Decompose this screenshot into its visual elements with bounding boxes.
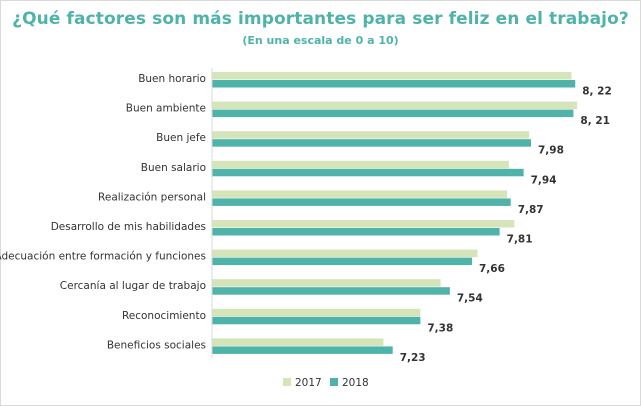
legend-label-2017: 2017: [295, 377, 322, 389]
data-label: 7,87: [518, 204, 544, 216]
category-label: Desarrollo de mis habilidades: [51, 221, 206, 233]
category-label: Buen jefe: [156, 132, 206, 144]
legend-swatch-2017: [283, 378, 291, 386]
bar-2017-7: [212, 279, 441, 287]
bar-2017-0: [212, 72, 572, 80]
bar-2018-3: [212, 168, 524, 177]
category-label: Buen horario: [138, 73, 206, 85]
bar-2017-9: [212, 338, 384, 346]
data-label: 7,23: [400, 352, 426, 364]
legend-label-2018: 2018: [342, 377, 369, 389]
data-label: 7,94: [531, 174, 557, 186]
bar-2018-5: [212, 228, 500, 236]
data-label: 7,38: [427, 322, 453, 334]
chart-subtitle: (En una escala de 0 a 10): [242, 34, 399, 47]
bar-2018-8: [212, 316, 421, 325]
chart-title: ¿Qué factores son más importantes para s…: [12, 9, 629, 29]
data-label: 7,66: [479, 263, 505, 275]
data-label: 7,98: [538, 145, 564, 157]
data-label: 7,81: [507, 234, 533, 246]
legend-swatch-2018: [330, 378, 338, 386]
bar-2018-2: [212, 139, 531, 147]
category-label: Buen salario: [141, 162, 206, 174]
category-label: Reconocimiento: [122, 310, 206, 322]
bar-2018-1: [212, 109, 574, 118]
bar-2017-8: [212, 308, 421, 317]
bar-2018-4: [212, 198, 511, 206]
category-label: Realización personal: [98, 191, 206, 203]
data-label: 8, 22: [582, 86, 612, 98]
category-label: Adecuación entre formación y funciones: [0, 251, 206, 263]
category-label: Cercanía al lugar de trabajo: [60, 280, 206, 292]
bar-2018-6: [212, 257, 472, 266]
category-label: Buen ambiente: [126, 103, 206, 115]
bar-2018-7: [212, 287, 450, 295]
bar-2018-9: [212, 346, 393, 354]
data-label: 7,54: [457, 293, 483, 305]
category-label: Beneficios sociales: [107, 339, 206, 351]
bar-2017-3: [212, 160, 509, 169]
bar-2017-2: [212, 131, 530, 139]
bar-2017-5: [212, 220, 515, 228]
bar-2018-0: [212, 80, 576, 88]
bar-2017-4: [212, 190, 508, 198]
bar-2017-1: [212, 101, 578, 110]
bar-2017-6: [212, 249, 478, 258]
data-label: 8, 21: [580, 115, 610, 127]
